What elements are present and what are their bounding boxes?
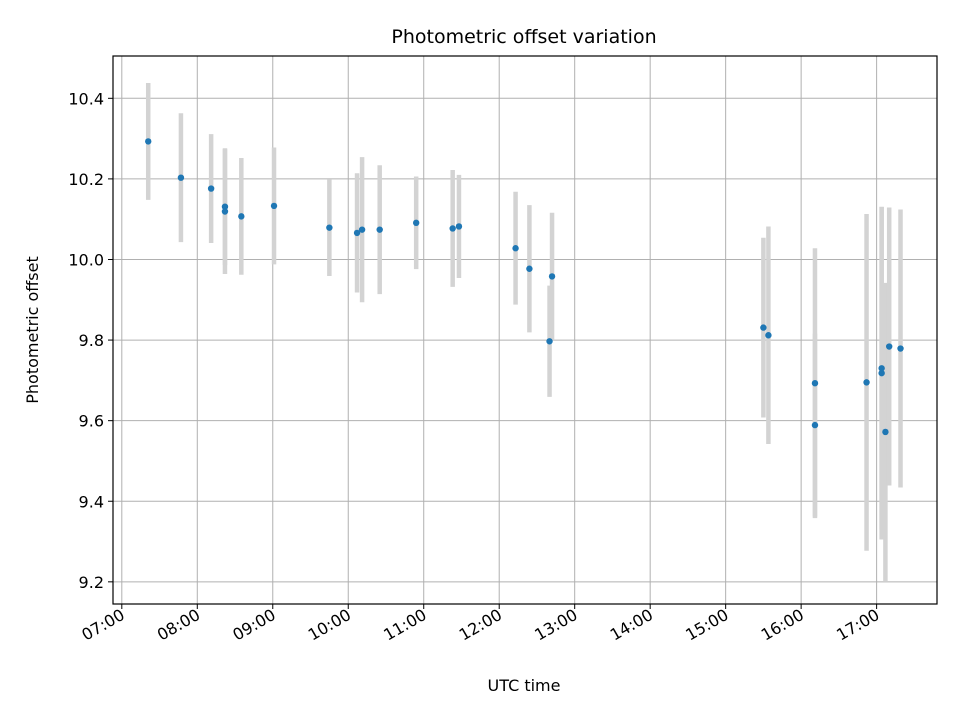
data-point	[546, 338, 553, 345]
data-point	[455, 223, 463, 230]
x-tick-label: 17:00	[833, 605, 882, 645]
data-point	[238, 213, 245, 220]
x-axis: 07:00 08:00 09:00 10:00 11:00 12:00 13:00 14:00…	[78, 604, 883, 645]
plot-frame	[112, 55, 938, 605]
data-point	[863, 379, 870, 386]
chart-title: Photometric offset variation	[391, 26, 656, 48]
y-axis-label: Photometric offset	[23, 256, 42, 404]
data-point	[512, 245, 519, 252]
y-tick-label: 9.2	[79, 573, 104, 592]
data-point	[326, 224, 333, 231]
data-point	[760, 324, 767, 331]
x-tick-label: 14:00	[607, 605, 656, 645]
data-point	[353, 229, 361, 237]
x-tick-label: 13:00	[531, 605, 580, 645]
x-tick-label: 16:00	[758, 605, 807, 645]
data-point	[526, 265, 533, 272]
data-points	[145, 138, 904, 436]
y-tick-label: 9.6	[79, 412, 104, 431]
data-point	[882, 428, 889, 436]
y-tick-label: 10.0	[68, 250, 104, 269]
data-point	[221, 208, 229, 215]
data-point	[270, 202, 278, 210]
data-point	[358, 226, 366, 233]
data-point	[811, 379, 819, 387]
data-point	[145, 138, 152, 145]
data-point	[177, 174, 185, 181]
data-point	[412, 219, 420, 227]
x-tick-label: 15:00	[682, 605, 731, 645]
data-point	[376, 226, 383, 233]
data-point	[449, 225, 456, 232]
data-point	[221, 203, 229, 210]
x-tick-label: 07:00	[78, 605, 127, 645]
y-tick-label: 9.8	[79, 331, 104, 350]
y-tick-label: 9.4	[79, 492, 104, 511]
x-axis-label: UTC time	[488, 676, 561, 695]
data-point	[548, 273, 556, 280]
data-point	[878, 369, 885, 377]
data-point	[897, 345, 904, 352]
y-axis: 9.2 9.4 9.6 9.8 10.0 10.2 10.4	[68, 89, 113, 592]
x-tick-label: 12:00	[456, 605, 505, 645]
data-point	[765, 332, 772, 339]
x-tick-label: 09:00	[229, 605, 278, 645]
data-point	[885, 343, 893, 350]
data-point	[811, 421, 819, 429]
plot-area	[113, 56, 937, 604]
x-tick-label: 08:00	[154, 605, 203, 645]
y-tick-label: 10.2	[68, 170, 104, 189]
x-tick-label: 11:00	[380, 605, 429, 645]
data-point	[207, 185, 215, 192]
y-tick-label: 10.4	[68, 89, 104, 108]
data-point	[878, 365, 885, 372]
x-tick-label: 10:00	[305, 605, 354, 645]
grid-lines	[113, 56, 937, 604]
